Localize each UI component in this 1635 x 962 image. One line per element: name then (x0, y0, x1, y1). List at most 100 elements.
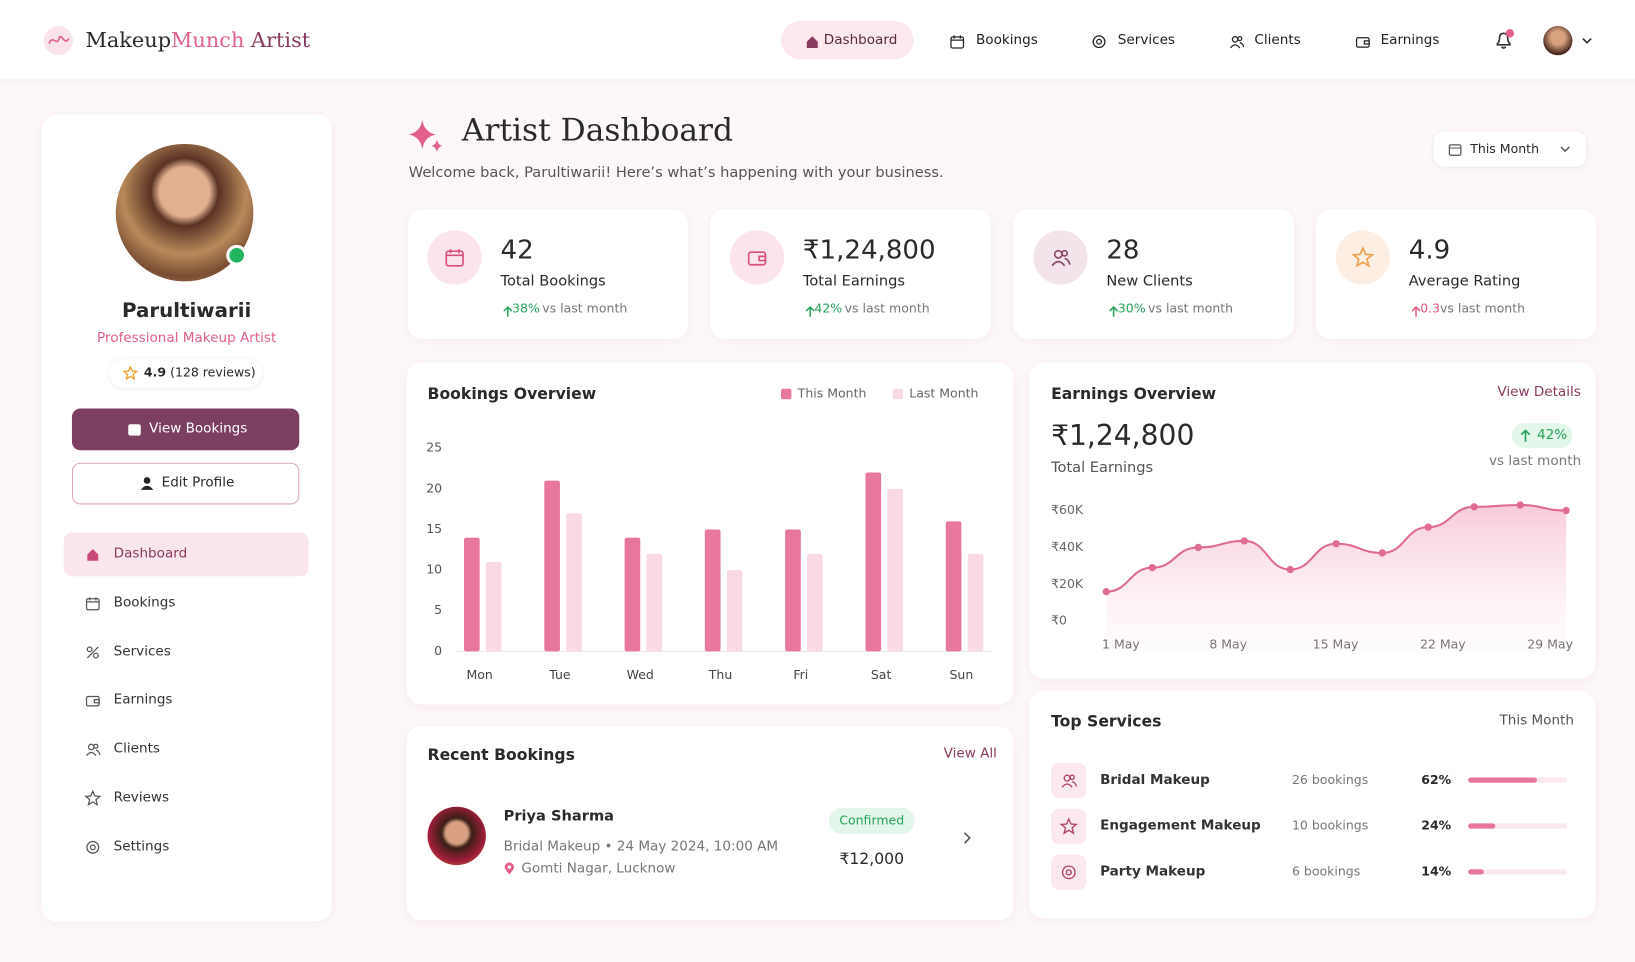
service-bookings: 26 bookings (1291, 772, 1369, 787)
booking-location: Gomti Nagar, Lucknow (521, 860, 676, 877)
view-bookings-button[interactable] (71, 408, 300, 451)
service-icon (1061, 774, 1077, 788)
menu-item[interactable]: Bookings (113, 594, 176, 611)
y-tick-label: ₹60K (1051, 502, 1084, 517)
bar (967, 553, 984, 652)
legend-label: Last Month (909, 385, 978, 400)
client-photo (427, 806, 486, 866)
legend-label: This Month (797, 385, 867, 400)
stat-note: vs last month (542, 301, 628, 316)
service-icon-bg (1051, 808, 1087, 845)
stat-change: 30% (1117, 301, 1146, 316)
stat-icon-bg (427, 230, 482, 285)
booking-price: ₹12,000 (839, 849, 905, 869)
brand: MakeupMunch Artist (86, 27, 311, 52)
profile-role: Professional Makeup Artist (96, 330, 277, 347)
bell[interactable] (1493, 29, 1516, 52)
nav-item[interactable]: Services (1117, 32, 1175, 48)
point (1562, 506, 1570, 515)
sidebar-active[interactable] (63, 532, 309, 577)
status-pill (828, 807, 915, 834)
y-tick-label: ₹20K (1051, 576, 1084, 591)
edit-profile-button[interactable] (71, 462, 300, 505)
period-select[interactable] (1433, 131, 1586, 167)
share-track (1468, 869, 1568, 875)
bar (785, 529, 801, 652)
menu-item[interactable]: Reviews (113, 790, 170, 806)
star-icon (123, 365, 138, 381)
chart-title: Bookings Overview (427, 384, 597, 404)
stat-value: 4.9 (1408, 234, 1451, 265)
point (1240, 537, 1248, 545)
client-name: Priya Sharma (503, 807, 615, 825)
y-tick-label: 20 (426, 480, 442, 495)
menu-icon (84, 789, 102, 806)
chevron (1560, 146, 1570, 153)
profile-name: Parultiwarii (121, 299, 252, 323)
service-icon (1061, 865, 1076, 880)
share-bar (1468, 869, 1484, 875)
y-tick-label: 10 (426, 562, 442, 577)
menu-item[interactable]: Dashboard (113, 546, 188, 562)
stat-label: Total Earnings (802, 273, 905, 290)
nav-item[interactable]: Earnings (1380, 32, 1440, 48)
user-avatar[interactable] (1543, 26, 1573, 56)
point (1424, 523, 1432, 531)
service-name: Engagement Makeup (1100, 818, 1261, 834)
y-tick-label: 0 (434, 643, 442, 658)
stat-icon-bg (729, 230, 785, 285)
rating-value: 4.9 (143, 364, 167, 380)
menu-icon (85, 596, 100, 611)
bar (887, 488, 904, 652)
nav-active[interactable] (781, 20, 914, 60)
x-tick-label: Wed (627, 667, 654, 682)
service-name: Party Makeup (1100, 864, 1206, 880)
pin-icon (504, 862, 515, 875)
nav-icon (1229, 35, 1245, 49)
menu-item[interactable]: Settings (113, 838, 170, 855)
view-all-link[interactable]: View All (943, 746, 997, 762)
chevron[interactable] (1581, 35, 1594, 45)
calendar-icon (128, 424, 141, 436)
x-tick-label: Sat (871, 667, 892, 682)
menu-item[interactable]: Services (113, 643, 171, 660)
up-arrow (1109, 305, 1119, 317)
point (1378, 549, 1386, 557)
sparkle-icon (408, 119, 443, 153)
stat-icon (1051, 249, 1071, 267)
point (1332, 540, 1340, 548)
bar (485, 561, 502, 652)
user-icon (140, 477, 154, 490)
stat-icon (1351, 245, 1375, 268)
online-dot (226, 244, 248, 266)
bar (566, 513, 582, 652)
x-tick-label: Tue (548, 667, 571, 682)
stat-value: 42 (500, 234, 534, 265)
menu-icon (87, 549, 99, 561)
x-tick-label: Mon (466, 667, 492, 682)
calendar-icon (1448, 144, 1462, 156)
nav-item[interactable]: Dashboard (823, 32, 898, 48)
earnings-label: Total Earnings (1051, 459, 1154, 477)
menu-icon (86, 743, 101, 757)
bar (807, 553, 823, 652)
booking-detail: Bridal Makeup • 24 May 2024, 10:00 AM (503, 839, 779, 855)
menu-item[interactable]: Clients (113, 741, 160, 757)
stat-icon (445, 249, 464, 267)
x-tick-label: Thu (708, 667, 732, 682)
nav-item[interactable]: Bookings (975, 32, 1038, 48)
stat-value: 28 (1106, 234, 1140, 265)
stat-label: New Clients (1106, 273, 1193, 290)
nav-icon (1092, 35, 1106, 49)
services-card (1029, 691, 1596, 919)
legend-swatch (781, 388, 792, 400)
menu-item[interactable]: Earnings (113, 692, 173, 709)
service-share: 24% (1421, 818, 1452, 833)
up-arrow (805, 305, 815, 317)
nav-item[interactable]: Clients (1254, 32, 1301, 48)
view-details-link[interactable]: View Details (1497, 384, 1581, 401)
bar (646, 553, 663, 652)
chevron-right[interactable] (961, 831, 971, 846)
